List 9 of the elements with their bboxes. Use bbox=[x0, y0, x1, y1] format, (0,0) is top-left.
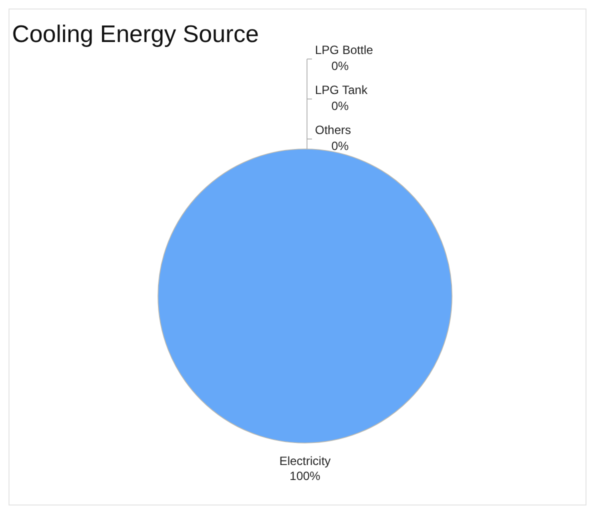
category-label: Others bbox=[315, 123, 352, 137]
text: 0% bbox=[331, 139, 349, 153]
text: 0% bbox=[331, 59, 349, 73]
text: 0% bbox=[331, 99, 349, 113]
category-label: LPG Tank bbox=[315, 83, 368, 97]
category-label: LPG Bottle bbox=[315, 43, 374, 57]
chart-title: Cooling Energy Source bbox=[12, 21, 259, 48]
data-label: 100% bbox=[290, 469, 321, 483]
slice-label: Electricity bbox=[279, 454, 331, 468]
